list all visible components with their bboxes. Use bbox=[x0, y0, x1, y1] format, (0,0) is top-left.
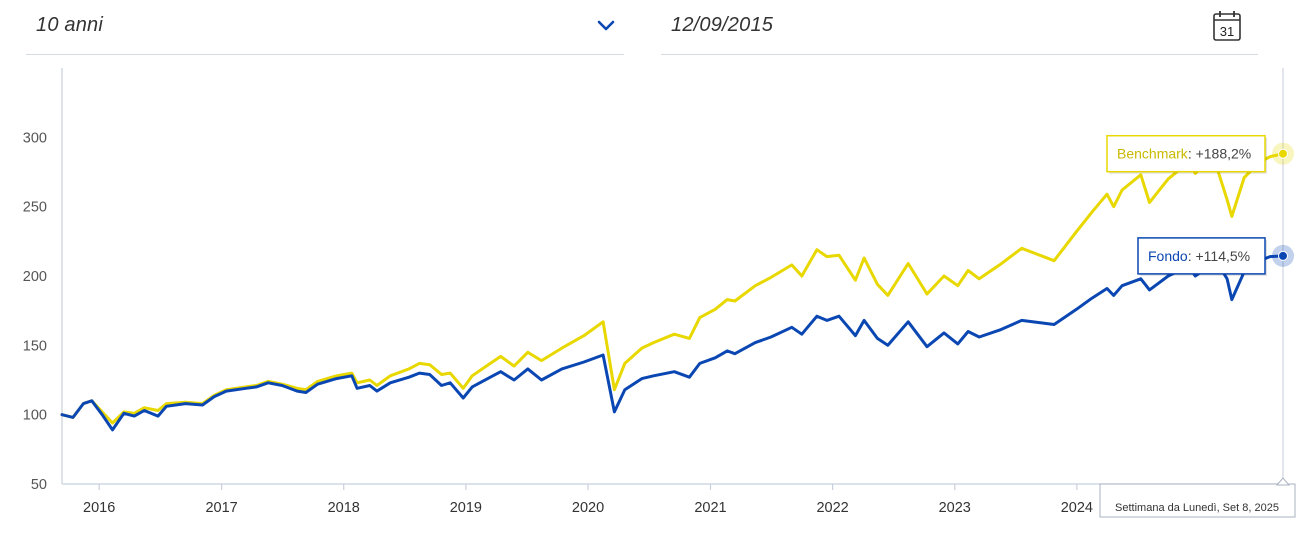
series-line-fondo bbox=[60, 254, 1285, 432]
tooltip-box bbox=[1106, 134, 1266, 173]
date-label-pointer bbox=[1275, 477, 1291, 486]
x-tick-label: 2016 bbox=[83, 500, 115, 516]
series-line-benchmark bbox=[60, 152, 1285, 425]
x-tick-label: 2019 bbox=[450, 500, 482, 516]
tooltip-series-value: : +188,2% bbox=[1188, 146, 1251, 162]
tooltip-text: Fondo: +114,5% bbox=[1148, 248, 1250, 264]
period-value: 10 anni bbox=[36, 14, 104, 36]
tooltip-benchmark: Benchmark: +188,2% bbox=[1106, 134, 1294, 174]
date-label-box bbox=[1099, 483, 1296, 518]
date-label-text: Settimana da Lunedì, Set 8, 2025 bbox=[1115, 502, 1279, 514]
x-tick-label: 2017 bbox=[205, 500, 237, 516]
period-select[interactable]: 10 anni bbox=[26, 0, 624, 55]
x-tick-label: 2020 bbox=[572, 500, 604, 516]
tooltip-text: Benchmark: +188,2% bbox=[1117, 146, 1251, 162]
calendar-icon[interactable]: 31 bbox=[1212, 10, 1242, 42]
tooltip-fondo: Fondo: +114,5% bbox=[1137, 237, 1294, 276]
start-date-field[interactable]: 12/09/2015 31 bbox=[661, 0, 1258, 55]
y-tick-label: 300 bbox=[23, 130, 47, 146]
hover-marker bbox=[1278, 148, 1288, 159]
x-tick-label: 2018 bbox=[328, 500, 360, 516]
y-tick-label: 250 bbox=[23, 200, 47, 216]
tooltip-series-name: Fondo bbox=[1148, 248, 1188, 264]
y-tick-label: 50 bbox=[31, 477, 47, 493]
start-date-value: 12/09/2015 bbox=[671, 14, 774, 36]
tooltip-series-name: Benchmark bbox=[1117, 146, 1189, 162]
y-tick-label: 200 bbox=[23, 269, 47, 285]
x-tick-label: 2021 bbox=[694, 500, 726, 516]
x-tick-label: 2024 bbox=[1061, 500, 1093, 516]
y-tick-label: 100 bbox=[23, 408, 47, 424]
tooltip-series-value: : +114,5% bbox=[1188, 248, 1250, 264]
y-tick-label: 150 bbox=[23, 338, 47, 354]
tooltip-box bbox=[1137, 237, 1266, 275]
x-tick-label: 2023 bbox=[939, 500, 971, 516]
date-label: Settimana da Lunedì, Set 8, 2025 bbox=[1099, 477, 1296, 518]
chevron-down-icon[interactable] bbox=[596, 18, 616, 34]
calendar-day-label: 31 bbox=[1220, 24, 1234, 39]
hover-marker bbox=[1278, 250, 1288, 261]
x-tick-label: 2022 bbox=[816, 500, 848, 516]
